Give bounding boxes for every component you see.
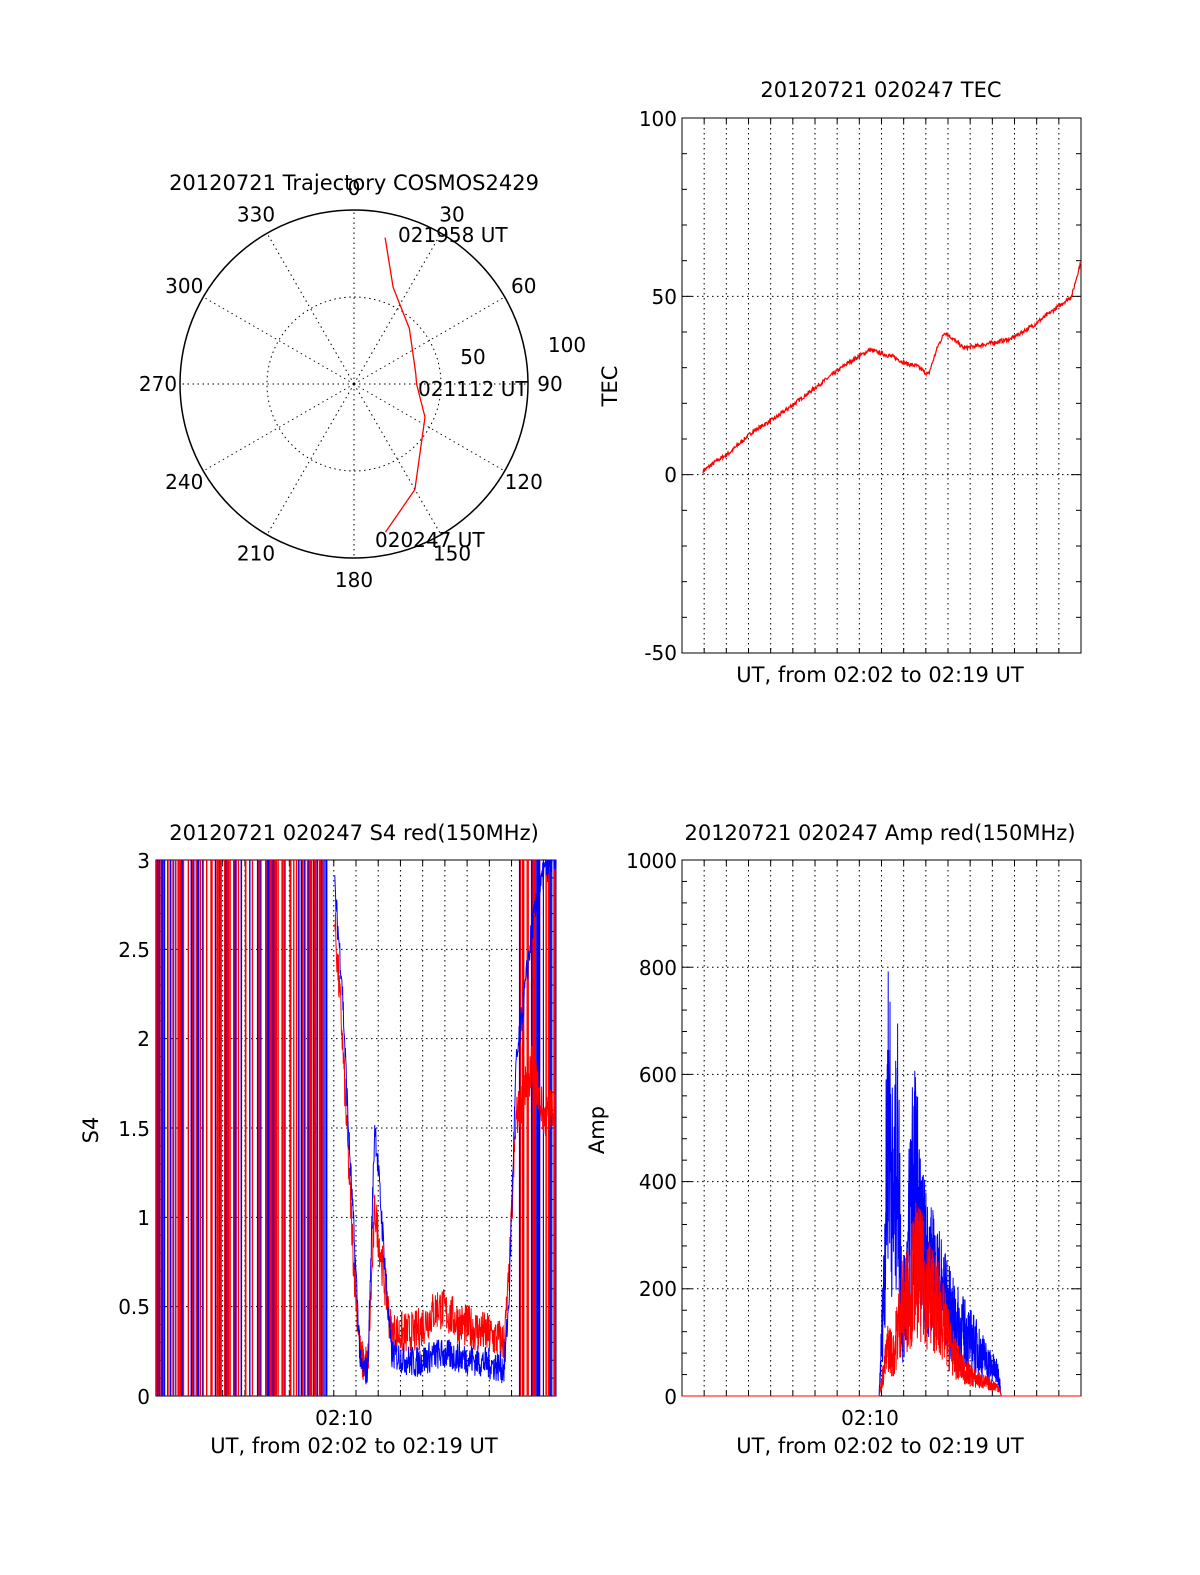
polar-azimuth-labels: 0 30 60 90 120 150 180 210 240 270 300 330 <box>139 176 563 592</box>
s4-xlabel: UT, from 02:02 to 02:19 UT <box>210 1434 498 1458</box>
polar-spoke <box>353 296 505 385</box>
polar-radial-label-50: 50 <box>460 345 485 369</box>
amp-series-red <box>682 1202 1081 1397</box>
polar-azimuth-label: 90 <box>537 372 562 396</box>
polar-outer-circle <box>179 209 529 559</box>
polar-azimuth-label: 60 <box>511 274 536 298</box>
tec-ytick-neg50: -50 <box>644 641 677 665</box>
polar-title: 20120721 Trajectory COSMOS2429 <box>169 171 539 195</box>
polar-time-label-start: 020247 UT <box>375 528 485 552</box>
polar-chart: 20120721 Trajectory COSMOS2429 0 30 60 90 12… <box>139 171 586 592</box>
s4-title: 20120721 020247 S4 red(150MHz) <box>169 821 539 845</box>
amp-ylabel: Amp <box>585 1106 609 1154</box>
polar-spoke <box>353 383 442 535</box>
polar-inner-circle <box>266 296 442 472</box>
polar-azimuth-label: 0 <box>348 176 361 200</box>
amp-xtick-0210: 02:10 <box>841 1406 899 1430</box>
s4-ytick-0.5: 0.5 <box>118 1295 150 1319</box>
s4-ytick-2.5: 2.5 <box>118 938 150 962</box>
polar-azimuth-label: 180 <box>335 568 373 592</box>
polar-azimuth-label: 300 <box>165 274 203 298</box>
tec-frame <box>681 117 1082 654</box>
amp-xlabel: UT, from 02:02 to 02:19 UT <box>736 1434 1024 1458</box>
polar-azimuth-label: 210 <box>237 542 275 566</box>
polar-azimuth-label: 270 <box>139 372 177 396</box>
polar-time-label-mid: 021112 UT <box>418 377 528 401</box>
s4-ylabel: S4 <box>79 1117 103 1144</box>
s4-ytick-0: 0 <box>137 1385 150 1409</box>
polar-azimuth-label: 30 <box>439 202 464 226</box>
s4-chart: 20120721 020247 S4 red(150MHz) S4 UT, fr… <box>79 821 557 1458</box>
s4-spikes <box>155 860 557 1396</box>
s4-ytick-1: 1 <box>137 1206 150 1230</box>
polar-azimuth-label: 120 <box>505 470 543 494</box>
polar-azimuth-label: 330 <box>237 202 275 226</box>
amp-chart: 20120721 020247 Amp red(150MHz) Amp UT, … <box>585 821 1082 1458</box>
tec-ytick-100: 100 <box>639 107 677 131</box>
polar-azimuth-label: 240 <box>165 470 203 494</box>
s4-plot-area <box>155 859 557 1397</box>
polar-spoke <box>203 383 355 472</box>
polar-grid <box>179 209 529 559</box>
polar-radial-label-100: 100 <box>548 333 586 357</box>
tec-series-line <box>702 262 1082 474</box>
polar-spoke <box>353 233 442 385</box>
s4-xtick-0210: 02:10 <box>315 1406 373 1430</box>
polar-spoke <box>353 383 505 472</box>
s4-series-blue <box>334 859 557 1385</box>
amp-ytick-1000: 1000 <box>626 849 677 873</box>
tec-ylabel: TEC <box>598 366 622 408</box>
tec-title: 20120721 020247 TEC <box>760 78 1001 102</box>
polar-spoke <box>266 233 355 385</box>
tec-xlabel: UT, from 02:02 to 02:19 UT <box>736 663 1024 687</box>
amp-ytick-600: 600 <box>639 1063 677 1087</box>
s4-ytick-3: 3 <box>137 849 150 873</box>
polar-spoke <box>266 383 355 535</box>
polar-time-label-end: 021958 UT <box>398 223 508 247</box>
amp-ytick-200: 200 <box>639 1277 677 1301</box>
tec-plot-area <box>681 117 1082 654</box>
polar-spoke <box>203 296 355 385</box>
amp-frame <box>681 859 1082 1397</box>
amp-ytick-400: 400 <box>639 1170 677 1194</box>
amp-ytick-0: 0 <box>664 1385 677 1409</box>
s4-ytick-1.5: 1.5 <box>118 1117 150 1141</box>
amp-plot-area <box>681 859 1082 1397</box>
s4-ytick-2: 2 <box>137 1027 150 1051</box>
amp-title: 20120721 020247 Amp red(150MHz) <box>684 821 1075 845</box>
tec-chart: 20120721 020247 TEC TEC UT, from 02:02 t… <box>598 78 1082 687</box>
amp-ytick-800: 800 <box>639 956 677 980</box>
polar-azimuth-label: 150 <box>433 542 471 566</box>
tec-ytick-50: 50 <box>652 285 677 309</box>
s4-series-red <box>334 912 557 1383</box>
polar-trajectory <box>384 237 426 533</box>
tec-ytick-0: 0 <box>664 463 677 487</box>
polar-trajectory-line <box>384 237 426 533</box>
